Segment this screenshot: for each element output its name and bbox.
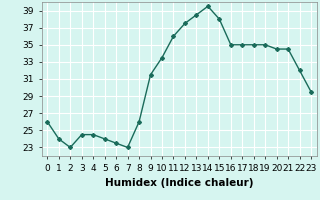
X-axis label: Humidex (Indice chaleur): Humidex (Indice chaleur) xyxy=(105,178,253,188)
